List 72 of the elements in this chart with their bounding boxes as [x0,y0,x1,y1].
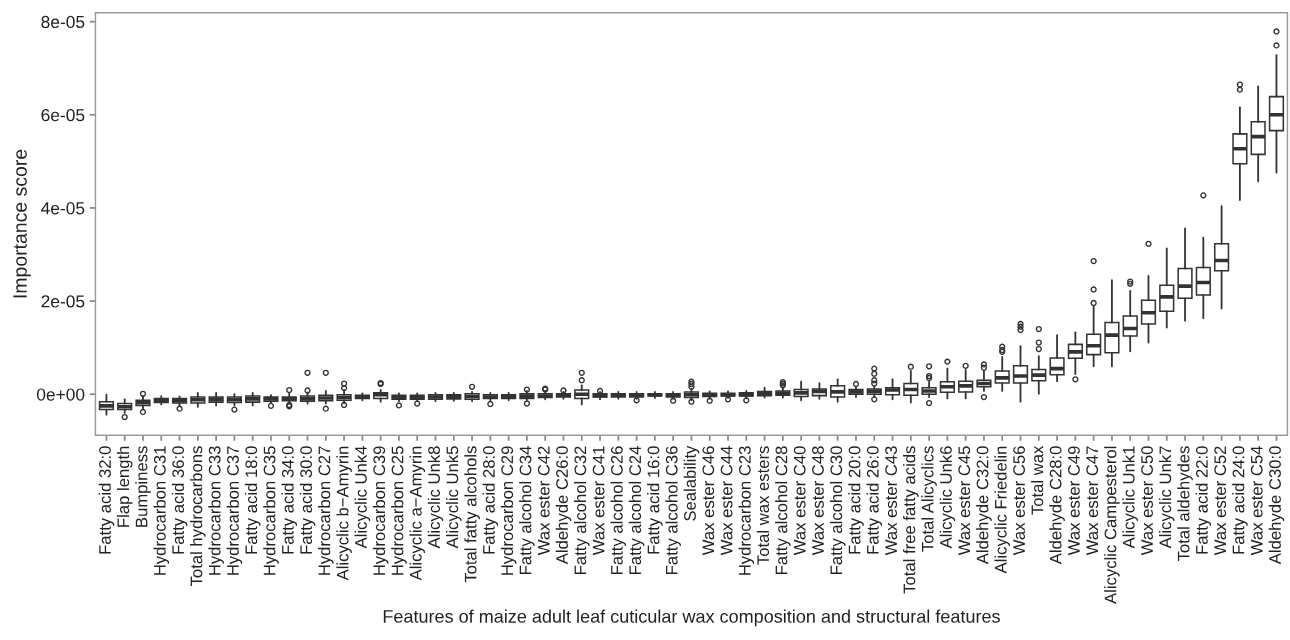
x-tick-label: Fatty alcohol C32 [573,446,590,574]
x-tick-label: Bumpiness [135,446,151,527]
x-tick-label: Total wax esters [756,446,770,565]
x-tick-label: Hydrocarbon C39 [372,446,389,575]
x-tick-label: Alicyclic Unk7 [1158,446,1175,549]
x-tick-label: Fatty acid 20:0 [848,446,864,554]
x-tick-label: Fatty acid 34:0 [281,446,298,554]
y-axis-title: Importance score [13,149,31,298]
x-tick-label: Total fatty alcohols [464,446,480,583]
x-tick-label: Hydrocarbon C33 [208,446,224,575]
x-tick-label: Wax ester C44 [720,446,733,556]
x-tick-label: Wax ester C54 [1250,446,1263,556]
x-tick-label: Fatty alcohol C36 [665,446,681,574]
x-tick-label: Wax ester C50 [1141,446,1153,556]
x-tick-label: Wax ester C48 [812,446,824,556]
x-tick-label: Aldehyde C30:0 [1268,446,1285,565]
x-axis-title: Features of maize adult leaf cuticular wax composition and structural features [383,609,1000,627]
x-tick-label: Fatty acid 36:0 [171,446,188,554]
x-tick-label: Alicyclic b−Amyrin [336,446,352,581]
x-tick-label: Flap length [116,446,133,527]
x-tick-label: Aldehyde C28:0 [1049,446,1065,565]
y-tick-label: 4e-05 [41,202,85,215]
x-tick-label: Fatty acid 32:0 [98,446,115,554]
x-tick-label: Hydrocarbon C25 [391,446,407,575]
x-tick-label: Wax ester C49 [1068,446,1080,556]
x-tick-label: Wax ester C42 [537,446,550,556]
x-tick-label: Hydrocarbon C37 [226,446,243,575]
x-tick-label: Hydrocarbon C31 [153,446,170,575]
x-tick-label: Fatty acid 24:0 [1232,446,1248,554]
x-tick-label: Wax ester C40 [793,446,806,556]
x-tick-label: Alicyclic Campesterol [1104,446,1120,604]
x-tick-label: Alicyclic Unk6 [939,446,956,549]
x-tick-label: Wax ester C56 [1013,446,1025,556]
x-tick-label: Alicyclic Unk1 [1122,446,1138,549]
x-tick-label: Alicyclic Unk5 [446,446,462,549]
x-tick-label: Total Alicyclics [921,446,937,552]
x-tick-label: Fatty acid 26:0 [866,446,883,554]
x-tick-label: Wax ester C43 [885,446,898,556]
y-tick-label: 0e+00 [36,388,85,401]
x-tick-label: Alicyclic Friedelin [994,446,1010,574]
x-tick-label: Fatty acid 28:0 [482,446,499,554]
x-tick-label: Wax ester C47 [1086,446,1099,556]
x-tick-label: Hydrocarbon C29 [500,446,517,575]
y-tick-label: 8e-05 [41,15,85,29]
x-tick-label: Fatty alcohol C26 [610,446,627,574]
x-tick-label: Sealability [683,445,700,521]
x-tick-label: Total wax [1031,445,1044,515]
x-tick-label: Hydrocarbon C23 [738,446,755,575]
x-tick-label: Wax ester C46 [702,446,715,556]
x-tick-label: Wax ester C45 [958,446,971,556]
x-tick-label: Fatty acid 30:0 [299,446,316,554]
x-tick-label: Fatty alcohol C34 [519,446,535,574]
y-tick-label: 2e-05 [41,295,85,308]
x-tick-label: Total aldehydes [1177,446,1193,562]
x-tick-label: Fatty acid 22:0 [1195,446,1212,554]
x-tick-label: Total hydrocarbons [190,446,206,587]
x-tick-label: Total free fatty acids [903,446,919,594]
y-tick-label: 6e-05 [41,108,85,122]
x-tick-label: Fatty alcohol C30 [829,446,846,574]
x-tick-label: Alicyclic a−Amyrin [409,446,425,581]
x-tick-label: Fatty alcohol C28 [775,446,791,574]
x-tick-label: Alicyclic Unk4 [354,446,371,549]
x-tick-label: Fatty acid 16:0 [647,446,663,554]
x-tick-label: Aldehyde C32:0 [976,446,992,565]
x-tick-label: Hydrocarbon C27 [318,446,334,575]
x-tick-label: Hydrocarbon C35 [263,446,279,575]
x-tick-label: Aldehyde C26:0 [555,446,572,565]
x-tick-label: Fatty alcohol C24 [628,446,645,574]
x-tick-label: Wax ester C52 [1214,446,1227,556]
x-tick-label: Wax ester C41 [592,446,605,556]
x-tick-label: Fatty acid 18:0 [244,446,261,554]
x-tick-label: Alicyclic Unk8 [427,446,444,549]
